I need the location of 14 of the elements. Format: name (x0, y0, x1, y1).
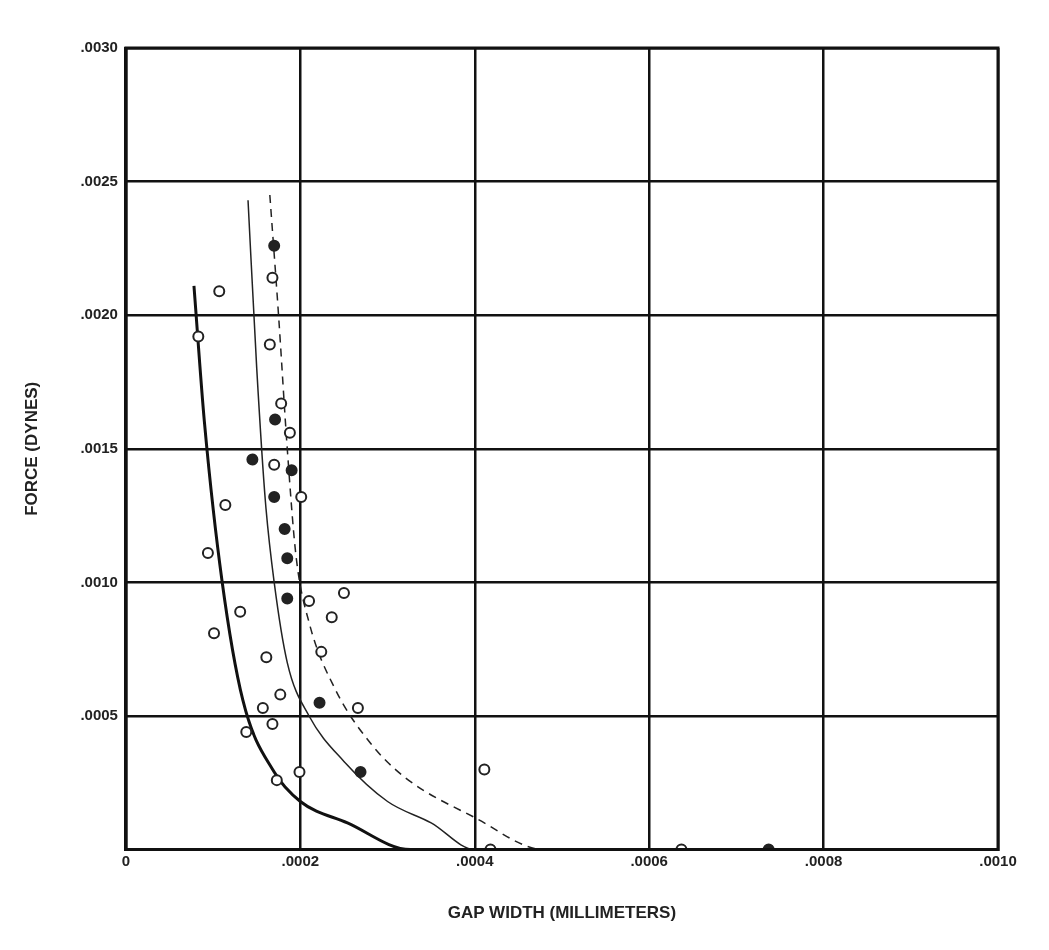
y-tick-label: .0030 (80, 38, 118, 56)
y-tick-label: .0020 (80, 305, 118, 323)
y-tick-label: .0015 (80, 438, 118, 456)
x-tick-label: .0006 (630, 851, 668, 869)
y-tick-label: .0025 (80, 171, 118, 189)
x-tick-label: .0008 (804, 851, 843, 869)
x-axis-title: GAP WIDTH (MILLIMETERS) (447, 903, 677, 923)
y-axis-title: FORCE (DYNES) (21, 381, 41, 516)
x-tick-label: .0002 (281, 851, 320, 869)
x-tick-label: 0 (121, 851, 131, 869)
y-tick-label: .0005 (80, 706, 118, 724)
x-tick-label: .0010 (979, 851, 1017, 869)
y-tick-label: .0010 (80, 572, 118, 590)
x-tick-label: .0004 (455, 851, 495, 869)
